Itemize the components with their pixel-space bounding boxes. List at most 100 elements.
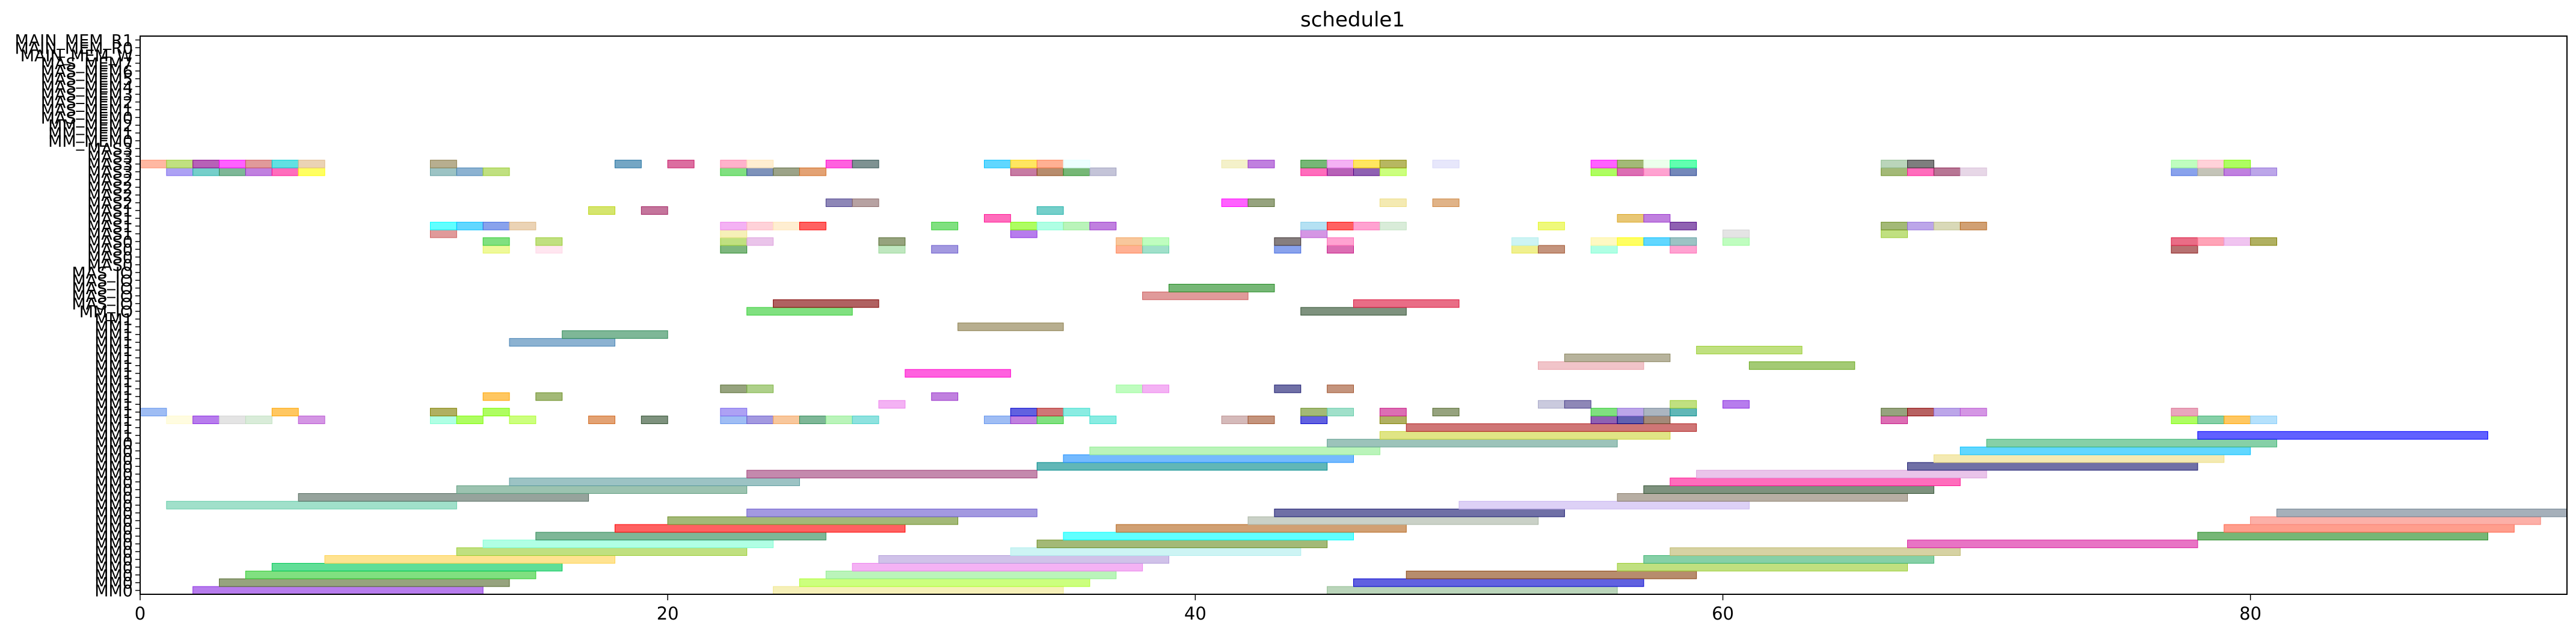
y-tick-label: MAS_MEM4 [41,78,133,97]
y-tick-label: MAS0 [87,233,133,252]
task-bar [1274,237,1302,246]
task-bar [1538,361,1644,370]
task-bar [1933,454,2225,463]
task-bar [1907,221,1934,230]
task-bar [983,159,1011,168]
y-tick-label: MM0 [94,512,133,531]
task-bar [298,167,325,176]
y-tick-label: MAS0 [87,248,133,267]
y-tick-label: MM1 [94,404,133,422]
task-bar [298,416,325,424]
task-bar [1670,167,1697,176]
task-bar [746,508,1037,517]
task-bar [509,478,800,487]
task-bar [2276,508,2568,517]
task-bar [2171,159,2198,168]
task-bar [192,159,220,168]
task-bar [271,167,299,176]
task-bar [1116,524,1407,533]
task-bar [1881,221,1908,230]
task-bar [1590,159,1618,168]
task-bar [2224,159,2251,168]
task-bar [2197,159,2225,168]
task-bar [2197,167,2225,176]
task-bar [1643,167,1671,176]
task-bar [1036,416,1064,424]
task-bar [429,416,457,424]
task-bar [773,416,800,424]
task-bar [1881,416,1908,424]
task-bar [2250,416,2278,424]
task-bar [773,221,800,230]
task-bar [1300,159,1328,168]
y-tick-label: MAS2 [87,186,133,205]
task-bar [931,221,959,230]
y-tick-label: MAS_IO [72,295,133,314]
task-bar [1010,229,1037,238]
task-bar [1643,214,1671,223]
y-tick-label: MM0 [94,551,133,570]
y-tick-label: MAS_IO [72,264,133,283]
task-bar [1696,470,1987,479]
task-bar [1036,408,1064,417]
task-bar [852,159,879,168]
task-bar [1116,237,1143,246]
task-bar [746,416,774,424]
y-tick-label: MAS_MEM6 [41,63,133,81]
y-tick-label: MAS_MEM2 [41,94,133,112]
task-bar [1881,408,1908,417]
y-tick-label: MM1 [94,419,133,438]
task-bar [825,198,853,208]
y-tick-label: MM0 [94,574,133,593]
task-bar [1300,229,1328,238]
task-bar [878,245,906,254]
task-bar [1221,198,1249,208]
task-bar [746,159,774,168]
task-bar [482,245,510,254]
task-bar [1327,439,1618,448]
y-tick-label: MM0 [94,443,133,461]
task-bar [1643,555,1934,564]
task-bar [1748,361,1855,370]
task-bar [1010,167,1037,176]
y-tick-label: MM0 [94,458,133,476]
task-bar [429,167,457,176]
y-tick-label: MAS1 [87,202,133,221]
task-bar [219,416,246,424]
task-bar [1617,237,1644,246]
task-bar [535,392,563,401]
y-tick-label: MM0 [94,567,133,585]
task-bar [1538,400,1565,409]
task-bar [1010,408,1037,417]
task-bar [1089,416,1117,424]
task-bar [482,408,510,417]
y-tick-label: MAS_IO [72,280,133,298]
x-tick-label: 60 [1712,603,1734,624]
task-bar [746,167,774,176]
y-tick-label: MM1 [94,357,133,376]
task-bar [1010,159,1037,168]
task-bar [166,416,194,424]
y-tick-label: MAS3 [87,148,133,167]
task-bar [1617,167,1644,176]
task-bar [746,470,1037,479]
task-bar [1142,237,1169,246]
task-bar [1327,245,1354,254]
task-bar [1300,167,1328,176]
task-bar [298,159,325,168]
task-bar [1907,462,2198,471]
y-tick-label: MAS_MEM7 [41,55,133,73]
task-bar [535,532,826,541]
task-bar [1379,408,1407,417]
task-bar [1274,508,1565,517]
task-bar [429,159,457,168]
y-tick-label: MAS3 [87,140,133,159]
task-bar [324,555,615,564]
task-bar [1590,245,1618,254]
task-bar [1116,245,1143,254]
task-bar [271,408,299,417]
task-bar [1511,245,1539,254]
task-bar [720,221,748,230]
y-tick-label: MM0 [94,466,133,484]
